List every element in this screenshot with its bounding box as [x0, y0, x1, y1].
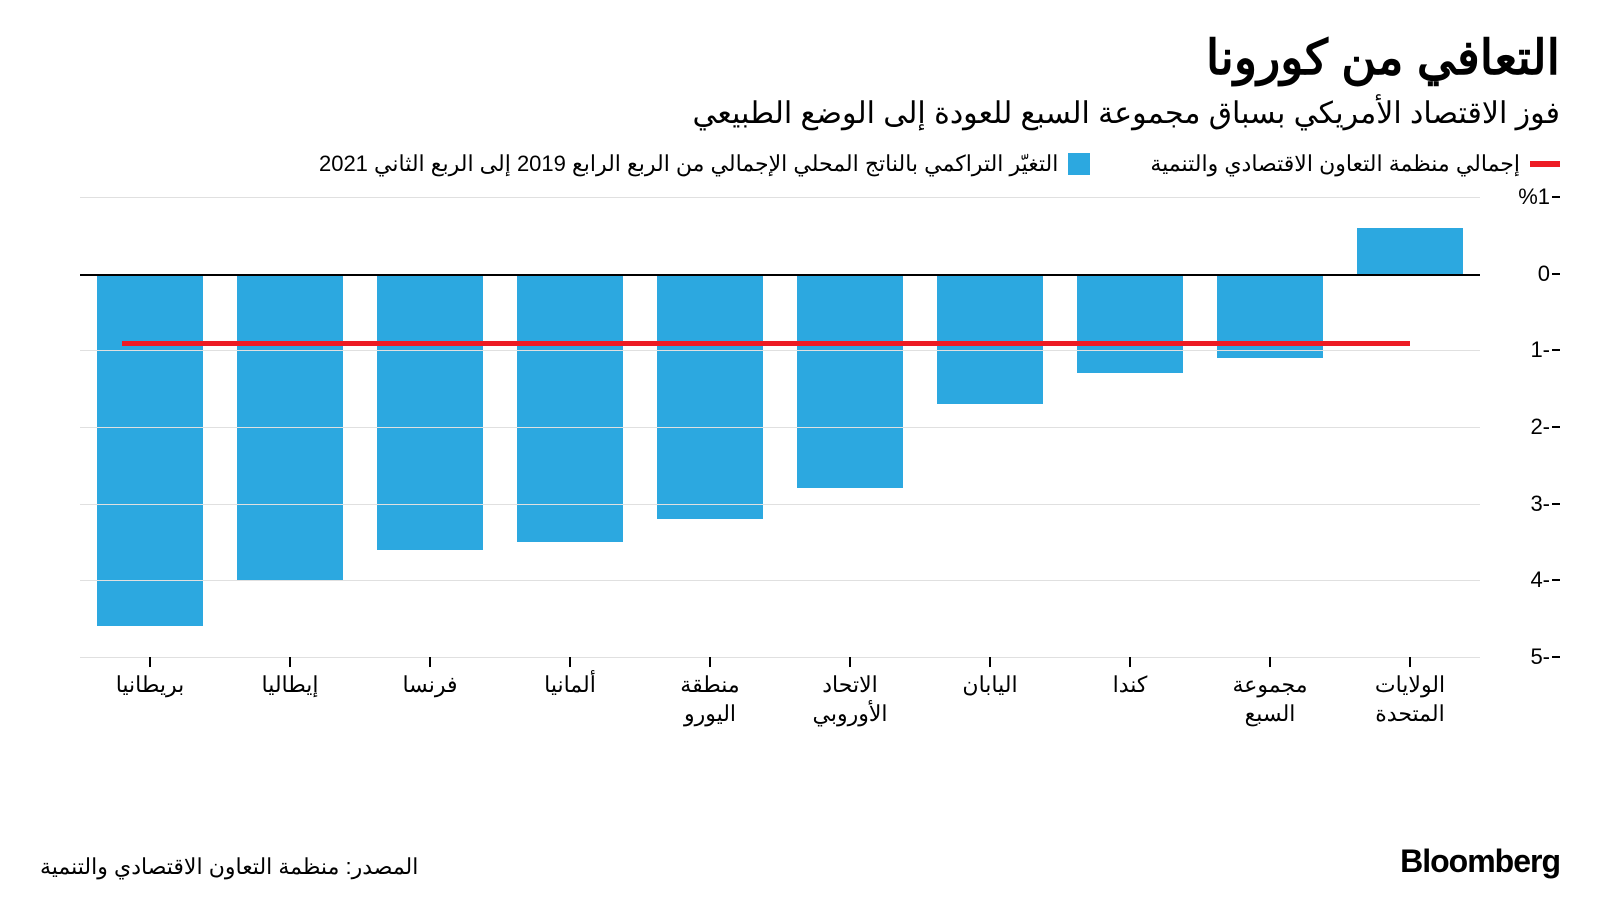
chart-subtitle: فوز الاقتصاد الأمريكي بسباق مجموعة السبع… [40, 96, 1560, 131]
x-label: مجموعةالسبع [1200, 671, 1340, 728]
y-tick-mark [1552, 579, 1560, 581]
x-slot: مجموعةالسبع [1200, 657, 1340, 757]
x-axis: الولاياتالمتحدةمجموعةالسبعكندااليابانالا… [80, 657, 1480, 757]
y-tick-mark [1552, 196, 1560, 198]
x-tick-mark [149, 657, 151, 667]
y-tick-mark [1552, 273, 1560, 275]
x-slot: فرنسا [360, 657, 500, 757]
bar [1357, 228, 1463, 274]
x-tick-mark [429, 657, 431, 667]
bar [1077, 274, 1183, 374]
y-tick-label: %1 [1518, 184, 1550, 210]
legend-bar-label: التغيّر التراكمي بالناتج المحلي الإجمالي… [319, 151, 1058, 177]
gridline [80, 504, 1480, 505]
chart-container: التعافي من كورونا فوز الاقتصاد الأمريكي … [0, 0, 1600, 900]
legend-ref-label: إجمالي منظمة التعاون الاقتصادي والتنمية [1150, 151, 1520, 177]
x-slot: منطقةاليورو [640, 657, 780, 757]
gridline [80, 350, 1480, 351]
y-tick-mark [1552, 656, 1560, 658]
x-slot: إيطاليا [220, 657, 360, 757]
bar [377, 274, 483, 550]
x-slot: اليابان [920, 657, 1060, 757]
bar [937, 274, 1043, 404]
plot-area [80, 197, 1480, 657]
footer: Bloomberg المصدر: منظمة التعاون الاقتصاد… [40, 843, 1560, 880]
x-tick-mark [849, 657, 851, 667]
x-tick-mark [289, 657, 291, 667]
source-text: المصدر: منظمة التعاون الاقتصادي والتنمية [40, 854, 418, 880]
x-label: منطقةاليورو [640, 671, 780, 728]
y-axis: %101-2-3-4-5- [1480, 197, 1560, 657]
chart-title: التعافي من كورونا [40, 30, 1560, 86]
x-label: كندا [1060, 671, 1200, 700]
x-label: إيطاليا [220, 671, 360, 700]
x-tick-mark [1269, 657, 1271, 667]
y-tick-label: 3- [1530, 491, 1550, 517]
y-tick-mark [1552, 426, 1560, 428]
x-label: بريطانيا [80, 671, 220, 700]
x-tick-mark [989, 657, 991, 667]
x-tick-mark [709, 657, 711, 667]
chart-area: %101-2-3-4-5- الولاياتالمتحدةمجموعةالسبع… [40, 197, 1560, 757]
x-slot: الاتحادالأوروبي [780, 657, 920, 757]
gridline [80, 197, 1480, 198]
legend-bar-swatch [1068, 153, 1090, 175]
legend: إجمالي منظمة التعاون الاقتصادي والتنمية … [40, 151, 1560, 177]
y-tick-label: 5- [1530, 644, 1550, 670]
x-label: ألمانيا [500, 671, 640, 700]
x-tick-mark [569, 657, 571, 667]
x-label: فرنسا [360, 671, 500, 700]
bar [797, 274, 903, 489]
x-slot: بريطانيا [80, 657, 220, 757]
y-tick-label: 0 [1538, 261, 1550, 287]
x-tick-mark [1409, 657, 1411, 667]
x-label: اليابان [920, 671, 1060, 700]
x-tick-mark [1129, 657, 1131, 667]
y-tick-label: 1- [1530, 337, 1550, 363]
gridline [80, 427, 1480, 428]
y-tick-label: 2- [1530, 414, 1550, 440]
y-tick-mark [1552, 349, 1560, 351]
bar [517, 274, 623, 542]
x-slot: كندا [1060, 657, 1200, 757]
x-slot: الولاياتالمتحدة [1340, 657, 1480, 757]
legend-item-reference: إجمالي منظمة التعاون الاقتصادي والتنمية [1150, 151, 1560, 177]
legend-ref-swatch [1530, 161, 1560, 167]
bar [97, 274, 203, 627]
y-tick-label: 4- [1530, 567, 1550, 593]
x-label: الاتحادالأوروبي [780, 671, 920, 728]
x-slot: ألمانيا [500, 657, 640, 757]
bar [657, 274, 763, 519]
zero-line [80, 274, 1480, 276]
x-label: الولاياتالمتحدة [1340, 671, 1480, 728]
gridline [80, 580, 1480, 581]
y-tick-mark [1552, 503, 1560, 505]
brand-logo: Bloomberg [1400, 843, 1560, 880]
legend-item-bar: التغيّر التراكمي بالناتج المحلي الإجمالي… [319, 151, 1090, 177]
reference-line [122, 341, 1410, 346]
